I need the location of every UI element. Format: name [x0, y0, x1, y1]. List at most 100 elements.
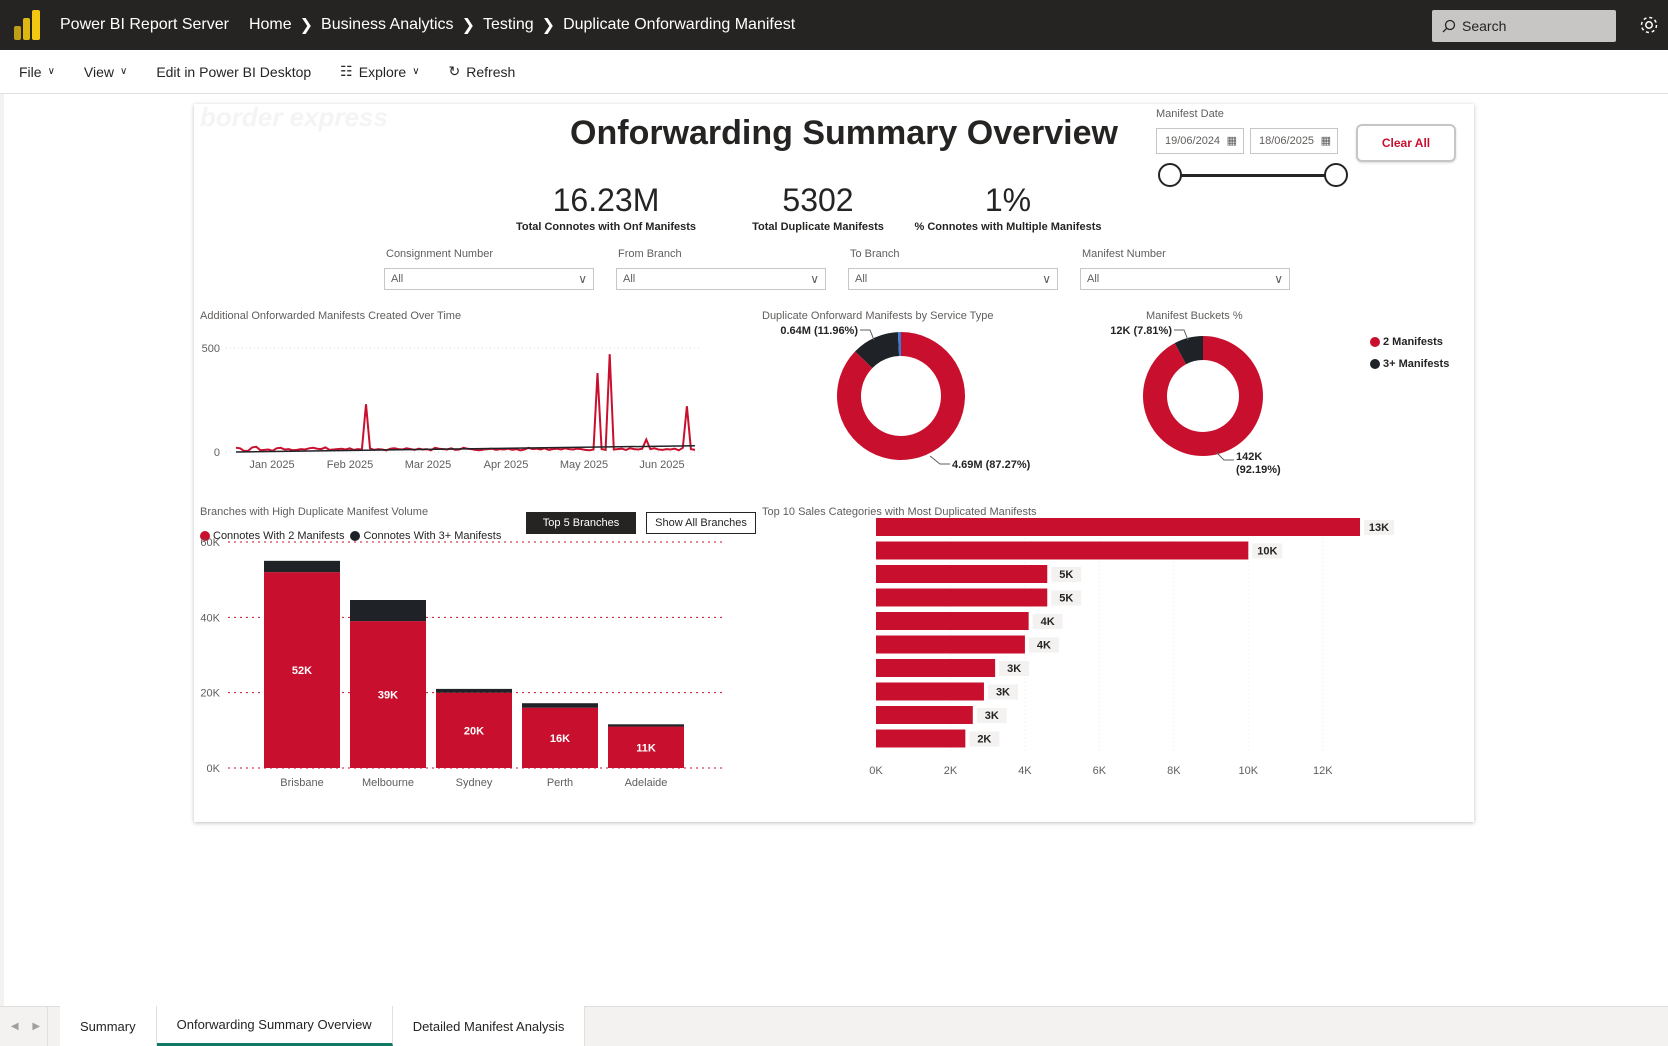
chevron-right-icon: ❯: [461, 17, 475, 34]
y-tick-label: 20K: [200, 688, 220, 700]
line-chart-title: Additional Onforwarded Manifests Created…: [200, 310, 462, 322]
bar-2-manifests: [264, 572, 340, 768]
data-label: 3K: [1007, 663, 1021, 675]
to-branch-filter-dropdown[interactable]: All ∨: [848, 268, 1058, 290]
menu-bar: File ∨ View ∨ Edit in Power BI Desktop ☷ Ex…: [0, 50, 1668, 94]
trend-line: [235, 445, 696, 453]
x-tick-label: Jan 2025: [249, 459, 294, 471]
refresh-button[interactable]: ↻ Refresh: [449, 63, 516, 80]
category-bar: [876, 541, 1249, 560]
legend-dot-2-manifests: [200, 531, 210, 541]
chevron-down-icon: ∨: [578, 272, 587, 286]
x-tick-label: 8K: [1167, 765, 1181, 777]
charts-layer: 500 0 Jan 2025 Feb 2025 Mar 2025 Apr 2025 May …: [200, 325, 1394, 789]
bar-value-label: 52K: [292, 665, 312, 677]
date-to-value: 18/06/2025: [1259, 135, 1315, 147]
clear-all-button[interactable]: Clear All: [1356, 124, 1456, 162]
kpi-total-duplicates: 5302 Total Duplicate Manifests: [698, 182, 938, 233]
buckets-legend-item-1: 2 Manifests: [1370, 336, 1443, 348]
breadcrumb-business-analytics[interactable]: Business Analytics: [321, 16, 454, 33]
date-from-input[interactable]: 19/06/2024 ▦: [1156, 128, 1244, 154]
label-leader: [860, 329, 875, 341]
tab-next-icon[interactable]: ▶: [32, 1020, 41, 1032]
app-title[interactable]: Power BI Report Server: [60, 16, 229, 33]
x-tick-label: May 2025: [560, 459, 608, 471]
category-bar: [876, 565, 1048, 583]
calendar-icon[interactable]: ▦: [1226, 135, 1237, 147]
slider-end-handle[interactable]: [1324, 163, 1348, 187]
data-label-bg: [987, 684, 1018, 700]
breadcrumb: Home ❯ Business Analytics ❯ Testing ❯ Du…: [249, 15, 795, 35]
tab-summary[interactable]: Summary: [60, 1006, 157, 1046]
tab-prev-icon[interactable]: ◀: [10, 1020, 19, 1032]
bar-3-manifests: [608, 724, 684, 727]
service-donut-slice-0: [837, 332, 965, 460]
power-bi-logo-icon: [14, 10, 40, 40]
filter-value: All: [855, 273, 868, 285]
top-5-branches-button[interactable]: Top 5 Branches: [526, 512, 636, 534]
data-label: 4K: [1037, 640, 1051, 652]
kpi-percent-multiple: 1% % Connotes with Multiple Manifests: [888, 182, 1128, 233]
date-from-value: 19/06/2024: [1165, 135, 1221, 147]
kpi-value: 16.23M: [552, 182, 660, 218]
manifest-number-filter-dropdown[interactable]: All ∨: [1080, 268, 1290, 290]
bar-2-manifests: [522, 707, 598, 768]
consignment-filter-dropdown[interactable]: All ∨: [384, 268, 594, 290]
report-page: border express Onforwarding Summary Over…: [194, 104, 1474, 822]
buckets-donut-title: Manifest Buckets %: [1146, 310, 1243, 322]
bar-value-label: 16K: [550, 733, 570, 745]
breadcrumb-testing[interactable]: Testing: [482, 16, 534, 33]
label-leader: [1215, 451, 1234, 461]
edit-in-desktop-label: Edit in Power BI Desktop: [156, 63, 312, 80]
search-box[interactable]: Search: [1432, 10, 1616, 42]
data-label-bg: [969, 731, 1000, 747]
buckets-legend-item-2: 3+ Manifests: [1370, 358, 1449, 370]
chevron-down-icon: ∨: [412, 66, 420, 77]
from-branch-filter-dropdown[interactable]: All ∨: [616, 268, 826, 290]
legend-3-manifests: Connotes With 3+ Manifests: [363, 530, 502, 542]
refresh-icon: ↻: [448, 63, 461, 79]
bar-2-manifests: [436, 692, 512, 768]
tab-onforwarding-summary-overview[interactable]: Onforwarding Summary Overview: [156, 1006, 393, 1046]
x-category-label: Melbourne: [362, 777, 414, 789]
x-tick-label: 4K: [1018, 765, 1032, 777]
consignment-filter-label: Consignment Number: [386, 248, 493, 260]
data-label: 2K: [977, 734, 991, 746]
top-bar: Power BI Report Server Home ❯ Business A…: [0, 0, 1668, 50]
gear-icon[interactable]: [1638, 14, 1660, 36]
bar-2-manifests: [608, 726, 684, 768]
file-menu[interactable]: File ∨: [19, 64, 55, 80]
x-category-label: Adelaide: [625, 777, 668, 789]
category-bar: [876, 729, 966, 748]
breadcrumb-home[interactable]: Home: [248, 16, 292, 33]
date-to-input[interactable]: 18/06/2025 ▦: [1250, 128, 1338, 154]
y-tick-label: 0K: [207, 763, 221, 775]
bar-value-label: 39K: [378, 690, 398, 702]
view-menu-label: View: [83, 63, 114, 80]
data-label-bg: [1252, 543, 1283, 559]
bar-3-manifests: [264, 560, 340, 573]
bar-value-label: 11K: [636, 742, 656, 754]
slider-start-handle[interactable]: [1158, 163, 1182, 187]
kpi-label: % Connotes with Multiple Manifests: [914, 221, 1102, 233]
data-label-bg: [1028, 637, 1059, 653]
legend-2-manifests: Connotes With 2 Manifests: [213, 530, 345, 542]
view-menu[interactable]: View ∨: [84, 64, 127, 80]
search-icon: [1442, 19, 1456, 33]
date-range-slider[interactable]: [1170, 174, 1338, 177]
tab-detailed-manifest-analysis[interactable]: Detailed Manifest Analysis: [392, 1006, 586, 1046]
bar-value-label: 20K: [464, 725, 484, 737]
chevron-down-icon: ∨: [810, 272, 819, 286]
kpi-total-connotes: 16.23M Total Connotes with Onf Manifests: [486, 182, 726, 233]
category-bar: [876, 706, 973, 724]
explore-menu[interactable]: ☷ Explore ∨: [340, 63, 419, 80]
data-label: 10K: [1257, 546, 1277, 558]
brand-watermark: border express: [200, 102, 388, 132]
bar-3-manifests: [350, 600, 426, 622]
calendar-icon[interactable]: ▦: [1320, 135, 1331, 147]
service-donut-title: Duplicate Onforward Manifests by Service…: [762, 310, 994, 322]
edit-in-desktop-button[interactable]: Edit in Power BI Desktop: [156, 64, 311, 80]
data-label: 4K: [1041, 616, 1055, 628]
show-all-branches-button[interactable]: Show All Branches: [646, 512, 756, 534]
slice-label-red: 4.69M (87.27%): [952, 459, 1031, 471]
